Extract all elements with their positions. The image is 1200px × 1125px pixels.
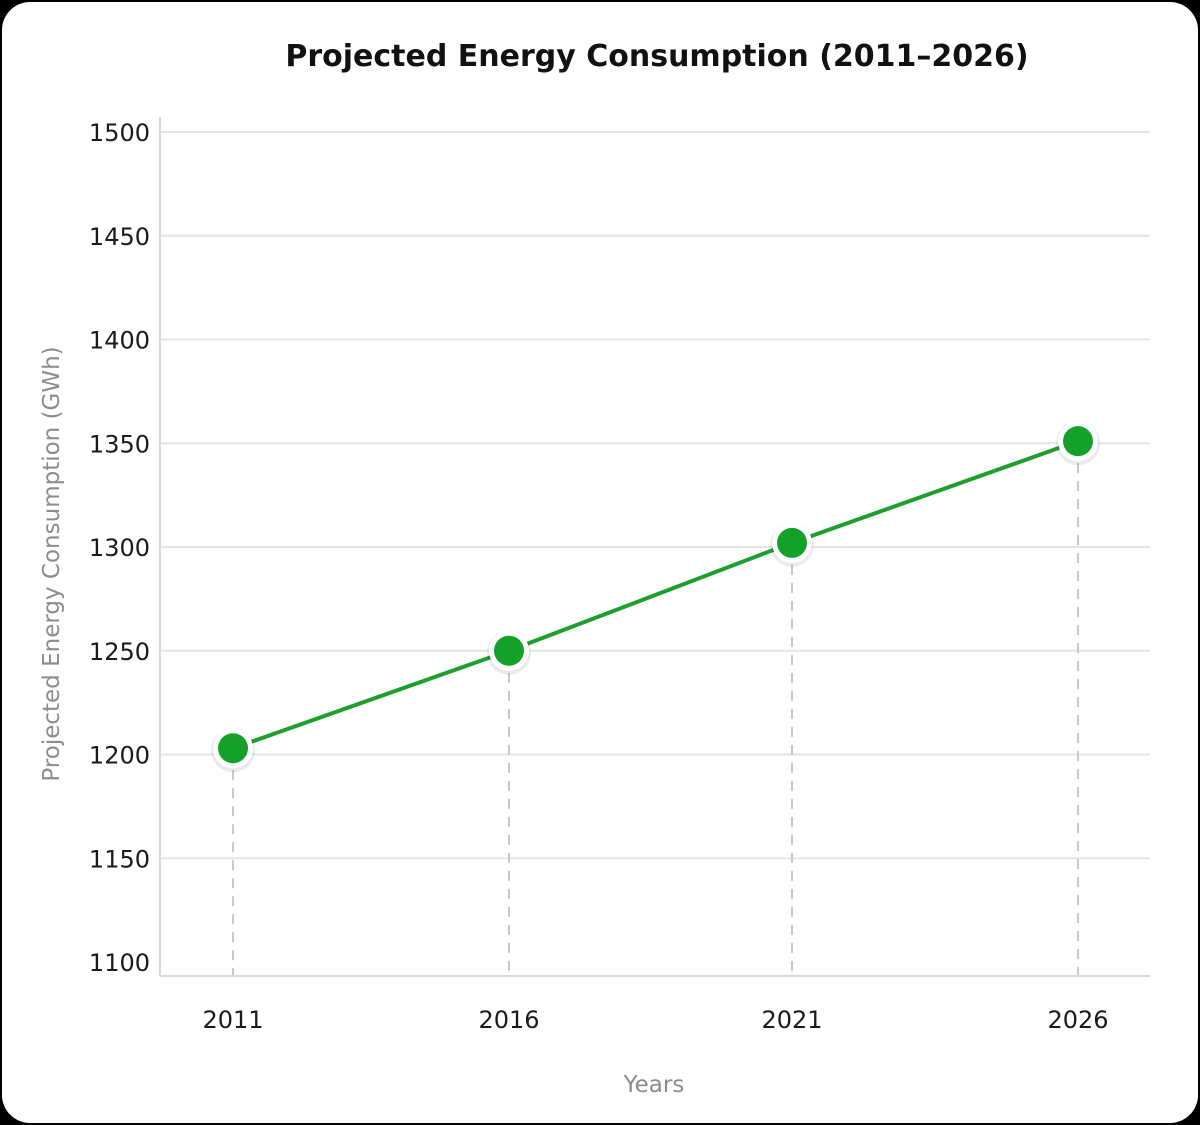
drop-lines — [232, 463, 1079, 976]
y-tick-label: 1100 — [89, 949, 150, 977]
x-tick-label: 2026 — [1047, 1006, 1108, 1034]
chart-title: Projected Energy Consumption (2011–2026) — [285, 39, 1028, 74]
axes — [159, 117, 1150, 977]
data-point — [487, 630, 531, 675]
series-line-path — [232, 439, 1079, 751]
x-tick-label: 2016 — [478, 1006, 539, 1034]
data-point — [211, 728, 255, 773]
data-point-dot — [777, 527, 807, 558]
y-tick-label: 1350 — [89, 430, 150, 458]
x-tick-labels: 2011 2016 2021 2026 — [202, 1006, 1108, 1034]
grid-lines — [160, 131, 1150, 860]
data-point-dot — [1063, 426, 1093, 457]
y-tick-labels: 1100 1150 1200 1250 1300 1350 1400 1450 1500 — [89, 119, 150, 977]
data-point-dot — [218, 733, 248, 764]
y-tick-label: 1300 — [89, 534, 150, 562]
data-point — [1056, 421, 1100, 466]
y-tick-label: 1450 — [89, 223, 150, 251]
series-line — [232, 439, 1079, 751]
y-tick-label: 1400 — [89, 327, 150, 355]
data-point — [770, 522, 814, 567]
y-axis-label: Projected Energy Consumption (GWh) — [39, 346, 65, 781]
x-tick-label: 2021 — [761, 1006, 822, 1034]
x-axis-label: Years — [623, 1072, 685, 1098]
y-tick-label: 1200 — [89, 742, 150, 770]
data-points — [211, 421, 1100, 773]
y-tick-label: 1150 — [89, 845, 150, 873]
y-tick-label: 1250 — [89, 638, 150, 666]
y-tick-label: 1500 — [89, 119, 150, 147]
data-point-dot — [494, 635, 524, 666]
x-tick-label: 2011 — [202, 1006, 263, 1034]
